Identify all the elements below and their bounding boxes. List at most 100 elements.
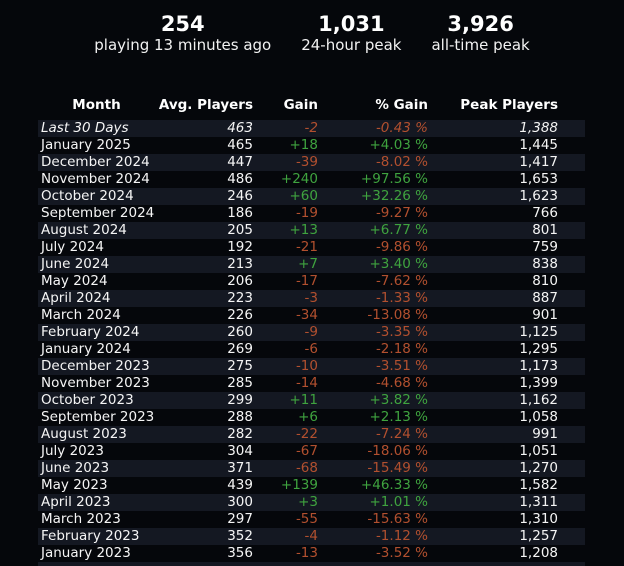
avg-players-cell: 300 — [227, 494, 253, 510]
table-row: March 2024 226 -34 -13.08 % 901 — [38, 307, 585, 324]
pct-gain-cell: -4.68 % — [375, 375, 428, 391]
partial-next-row — [38, 562, 585, 566]
gain-cell: -19 — [295, 205, 318, 221]
avg-players-cell: 304 — [227, 443, 253, 459]
pct-gain-cell: -7.62 % — [375, 273, 428, 289]
pct-gain-cell: +3.40 % — [369, 256, 429, 272]
column-header-month: Month — [72, 97, 121, 113]
pct-gain-cell: +46.33 % — [360, 477, 428, 493]
table-row: August 2024 205 +13 +6.77 % 801 — [38, 222, 585, 239]
avg-players-cell: 285 — [227, 375, 253, 391]
month-cell: May 2024 — [41, 273, 108, 289]
month-cell: January 2023 — [41, 545, 131, 561]
avg-players-cell: 439 — [227, 477, 253, 493]
pct-gain-cell: -18.06 % — [367, 443, 428, 459]
month-cell: March 2023 — [41, 511, 121, 527]
peak-players-cell: 1,208 — [519, 545, 558, 561]
pct-gain-cell: +32.26 % — [360, 188, 428, 204]
stat-playing-now: 254 playing 13 minutes ago — [94, 12, 271, 55]
avg-players-cell: 205 — [227, 222, 253, 238]
table-row: May 2023 439 +139 +46.33 % 1,582 — [38, 477, 585, 494]
table-row: August 2023 282 -22 -7.24 % 991 — [38, 426, 585, 443]
table-row: January 2025 465 +18 +4.03 % 1,445 — [38, 137, 585, 154]
pct-gain-cell: -3.52 % — [375, 545, 428, 561]
month-cell: April 2024 — [41, 290, 111, 306]
peak-players-cell: 1,311 — [519, 494, 558, 510]
month-cell: March 2024 — [41, 307, 121, 323]
table-row: February 2024 260 -9 -3.35 % 1,125 — [38, 324, 585, 341]
pct-gain-cell: +3.82 % — [369, 392, 429, 408]
avg-players-cell: 288 — [227, 409, 253, 425]
peak-players-cell: 887 — [532, 290, 558, 306]
peak-players-cell: 1,257 — [519, 528, 558, 544]
pct-gain-cell: -2.18 % — [375, 341, 428, 357]
avg-players-cell: 297 — [227, 511, 253, 527]
table-row: May 2024 206 -17 -7.62 % 810 — [38, 273, 585, 290]
peak-players-cell: 991 — [532, 426, 558, 442]
peak-players-cell: 801 — [532, 222, 558, 238]
avg-players-cell: 447 — [227, 154, 253, 170]
gain-cell: -67 — [295, 443, 318, 459]
peak-players-cell: 1,582 — [519, 477, 558, 493]
table-row: April 2023 300 +3 +1.01 % 1,311 — [38, 494, 585, 511]
avg-players-cell: 260 — [227, 324, 253, 340]
gain-cell: +11 — [289, 392, 319, 408]
gain-cell: -2 — [304, 120, 318, 136]
month-cell: August 2023 — [41, 426, 127, 442]
playing-now-label: playing 13 minutes ago — [94, 36, 272, 54]
pct-gain-cell: -8.02 % — [375, 154, 428, 170]
month-cell: January 2024 — [41, 341, 131, 357]
month-cell: August 2024 — [41, 222, 127, 238]
peak-players-cell: 838 — [532, 256, 558, 272]
avg-players-cell: 186 — [227, 205, 253, 221]
pct-gain-cell: -1.33 % — [375, 290, 428, 306]
avg-players-cell: 213 — [227, 256, 253, 272]
column-header-pct-gain: % Gain — [375, 97, 428, 113]
peak-players-cell: 1,417 — [519, 154, 558, 170]
alltime-peak-label: all-time peak — [431, 36, 530, 54]
peak-players-cell: 810 — [532, 273, 558, 289]
gain-cell: -13 — [295, 545, 318, 561]
table-row: October 2023 299 +11 +3.82 % 1,162 — [38, 392, 585, 409]
avg-players-cell: 246 — [227, 188, 253, 204]
gain-cell: -4 — [304, 528, 318, 544]
table-row: December 2024 447 -39 -8.02 % 1,417 — [38, 154, 585, 171]
table-body: Last 30 Days 463 -2 -0.43 % 1,388 January 202… — [38, 120, 585, 562]
table-row: December 2023 275 -10 -3.51 % 1,173 — [38, 358, 585, 375]
peak-players-cell: 1,058 — [519, 409, 558, 425]
avg-players-cell: 275 — [227, 358, 253, 374]
playing-now-value: 254 — [160, 12, 205, 36]
table-row: Last 30 Days 463 -2 -0.43 % 1,388 — [38, 120, 585, 137]
pct-gain-cell: +97.56 % — [360, 171, 428, 187]
avg-players-cell: 192 — [227, 239, 253, 255]
peak-players-cell: 1,310 — [519, 511, 558, 527]
avg-players-cell: 463 — [227, 120, 253, 136]
pct-gain-cell: -9.27 % — [375, 205, 428, 221]
peak-players-cell: 1,125 — [519, 324, 558, 340]
avg-players-cell: 486 — [227, 171, 253, 187]
month-cell: January 2025 — [41, 137, 131, 153]
month-cell: May 2023 — [41, 477, 108, 493]
pct-gain-cell: -9.86 % — [375, 239, 428, 255]
month-cell: April 2023 — [41, 494, 111, 510]
table-row: April 2024 223 -3 -1.33 % 887 — [38, 290, 585, 307]
month-cell: November 2024 — [41, 171, 150, 187]
stat-alltime-peak: 3,926 all-time peak — [431, 12, 529, 55]
stat-24h-peak: 1,031 24-hour peak — [301, 12, 401, 55]
table-row: November 2023 285 -14 -4.68 % 1,399 — [38, 375, 585, 392]
pct-gain-cell: +4.03 % — [369, 137, 429, 153]
table-row: January 2024 269 -6 -2.18 % 1,295 — [38, 341, 585, 358]
avg-players-cell: 226 — [227, 307, 253, 323]
gain-cell: +6 — [298, 409, 318, 425]
month-cell: November 2023 — [41, 375, 150, 391]
month-cell: February 2023 — [41, 528, 140, 544]
alltime-peak-value: 3,926 — [447, 12, 514, 36]
month-cell: Last 30 Days — [41, 120, 129, 136]
peak-players-cell: 1,295 — [519, 341, 558, 357]
avg-players-cell: 206 — [227, 273, 253, 289]
gain-cell: +13 — [289, 222, 319, 238]
column-header-peak-players: Peak Players — [460, 97, 558, 113]
gain-cell: +240 — [280, 171, 318, 187]
avg-players-cell: 356 — [227, 545, 253, 561]
